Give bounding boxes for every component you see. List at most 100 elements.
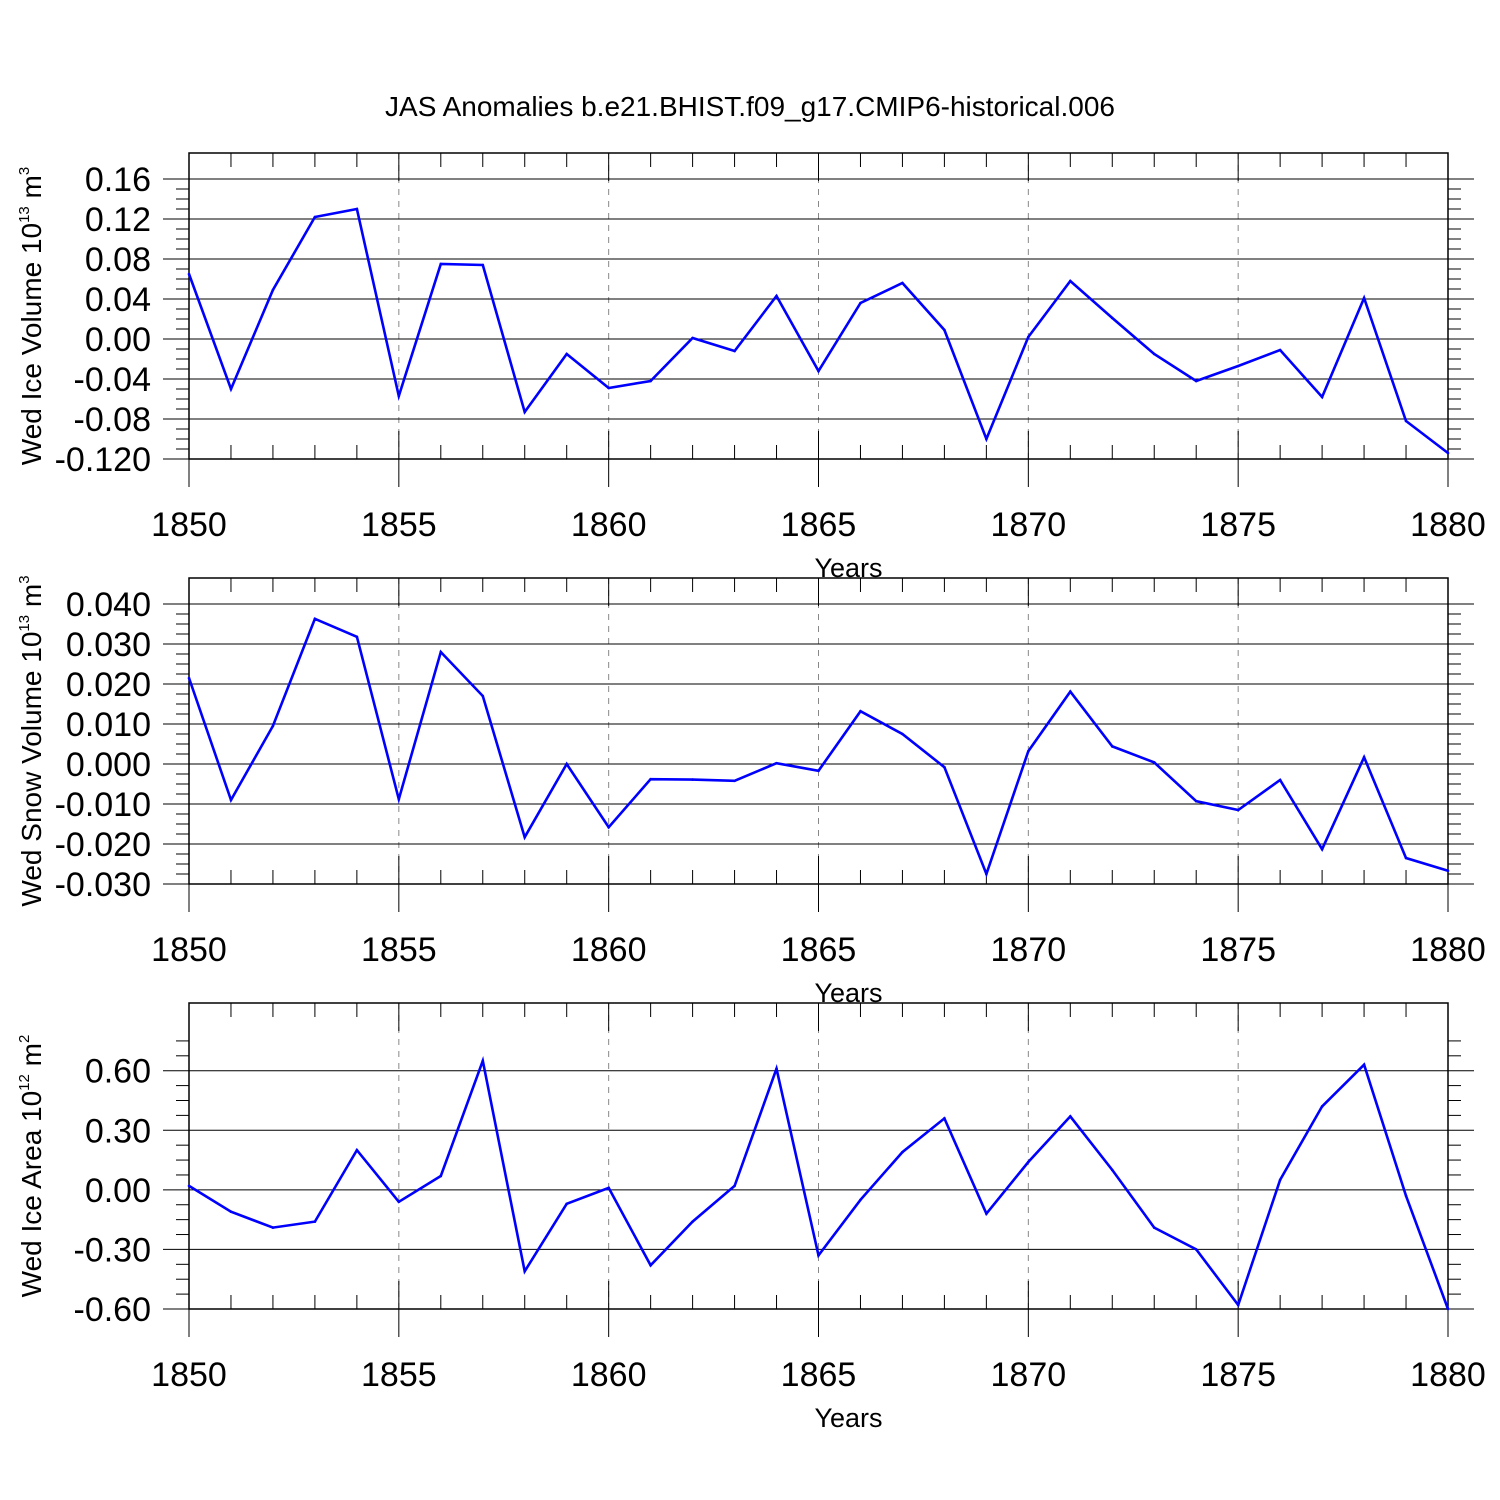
data-point bbox=[1278, 778, 1282, 782]
x-tick-label: 1855 bbox=[361, 931, 437, 969]
y-axis-label-unit-exponent: 3 bbox=[16, 167, 33, 175]
y-tick-label: 0.040 bbox=[66, 586, 151, 624]
y-axis-label-unit-exponent: 2 bbox=[16, 1035, 33, 1043]
y-tick-label: 0.020 bbox=[66, 666, 151, 704]
y-tick-label: 0.00 bbox=[85, 321, 151, 359]
data-point bbox=[229, 798, 233, 802]
y-tick-label: 0.010 bbox=[66, 706, 151, 744]
data-point bbox=[1194, 379, 1198, 383]
x-tick-label: 1865 bbox=[781, 931, 857, 969]
data-point bbox=[1027, 749, 1030, 753]
data-point bbox=[1278, 348, 1282, 352]
data-point bbox=[229, 387, 233, 391]
y-axis-label-text: Wed Ice Volume 10 bbox=[16, 223, 47, 465]
y-axis-label-text: Wed Snow Volume 10 bbox=[16, 632, 47, 907]
data-point bbox=[607, 825, 610, 829]
x-tick-label: 1865 bbox=[781, 506, 857, 544]
data-point bbox=[271, 724, 275, 728]
data-point bbox=[439, 262, 443, 266]
y-axis-label: Wed Snow Volume 1013 m3 bbox=[16, 575, 47, 906]
data-point bbox=[1236, 1303, 1240, 1307]
x-tick-label: 1870 bbox=[991, 1356, 1067, 1394]
data-point bbox=[1404, 1194, 1408, 1198]
data-point bbox=[817, 1254, 820, 1257]
data-point bbox=[187, 676, 191, 680]
data-point bbox=[439, 650, 443, 654]
data-point bbox=[1152, 352, 1156, 356]
data-point bbox=[1320, 847, 1324, 851]
data-point bbox=[733, 779, 736, 783]
data-point bbox=[1027, 1160, 1030, 1164]
data-point bbox=[943, 1117, 946, 1120]
data-point bbox=[985, 1212, 988, 1215]
y-axis-label-exponent: 13 bbox=[16, 206, 33, 223]
data-point bbox=[481, 263, 485, 267]
data-point bbox=[775, 1067, 778, 1071]
data-point bbox=[355, 1148, 359, 1152]
x-tick-label: 1850 bbox=[151, 931, 227, 969]
y-tick-label: 0.30 bbox=[85, 1112, 151, 1150]
data-point bbox=[439, 1174, 443, 1178]
data-point bbox=[649, 379, 652, 383]
data-point bbox=[397, 797, 401, 801]
data-point bbox=[565, 352, 568, 356]
data-point bbox=[1110, 316, 1114, 320]
data-point bbox=[985, 872, 988, 876]
y-axis-label-exponent: 13 bbox=[16, 615, 33, 632]
data-point bbox=[817, 369, 820, 373]
data-point bbox=[481, 694, 485, 698]
data-point bbox=[607, 386, 610, 390]
y-axis-label: Wed Ice Area 1012 m2 bbox=[16, 1035, 47, 1298]
data-point bbox=[775, 761, 778, 765]
y-tick-label: 0.08 bbox=[85, 241, 151, 279]
data-point bbox=[1446, 1307, 1450, 1311]
data-point bbox=[901, 732, 904, 736]
data-point bbox=[271, 288, 275, 292]
data-point bbox=[1320, 395, 1324, 399]
data-point bbox=[187, 272, 191, 276]
x-tick-label: 1855 bbox=[361, 1356, 437, 1394]
y-axis-label-unit: m bbox=[16, 584, 47, 615]
data-point bbox=[565, 762, 568, 766]
data-point bbox=[733, 1184, 736, 1188]
x-tick-label: 1880 bbox=[1410, 1356, 1486, 1394]
y-axis-label: Wed Ice Volume 1013 m3 bbox=[16, 167, 47, 465]
data-point bbox=[1069, 690, 1072, 693]
data-point bbox=[523, 410, 527, 414]
data-point bbox=[565, 1202, 568, 1206]
data-point bbox=[1110, 745, 1114, 748]
x-tick-label: 1875 bbox=[1200, 931, 1276, 969]
x-tick-label: 1880 bbox=[1410, 931, 1486, 969]
data-point bbox=[859, 709, 862, 713]
y-axis-label-exponent: 12 bbox=[16, 1074, 33, 1091]
data-point bbox=[1320, 1105, 1324, 1108]
x-tick-label: 1850 bbox=[151, 1356, 227, 1394]
data-point bbox=[523, 835, 527, 839]
data-point bbox=[481, 1059, 485, 1063]
panels: -0.120-0.08-0.040.000.040.080.120.161850… bbox=[16, 152, 1486, 1433]
y-tick-label: -0.120 bbox=[55, 441, 151, 479]
data-point bbox=[1027, 335, 1030, 339]
data-point bbox=[1362, 1063, 1366, 1067]
y-axis-label-unit: m bbox=[16, 1043, 47, 1074]
y-tick-label: 0.000 bbox=[66, 746, 151, 784]
x-tick-label: 1850 bbox=[151, 506, 227, 544]
data-point bbox=[1069, 1115, 1072, 1118]
data-point bbox=[523, 1269, 527, 1273]
y-tick-label: -0.08 bbox=[74, 401, 152, 439]
data-point bbox=[397, 1200, 401, 1204]
y-tick-label: -0.30 bbox=[74, 1231, 152, 1269]
data-point bbox=[649, 777, 652, 781]
data-point bbox=[691, 778, 694, 781]
data-point bbox=[1236, 808, 1240, 812]
data-point bbox=[1362, 296, 1366, 300]
data-point bbox=[313, 617, 317, 621]
data-point bbox=[355, 635, 359, 639]
x-tick-label: 1860 bbox=[571, 931, 647, 969]
data-point bbox=[313, 215, 317, 219]
data-point bbox=[817, 769, 820, 773]
data-point bbox=[1362, 755, 1366, 759]
data-point bbox=[187, 1184, 191, 1188]
